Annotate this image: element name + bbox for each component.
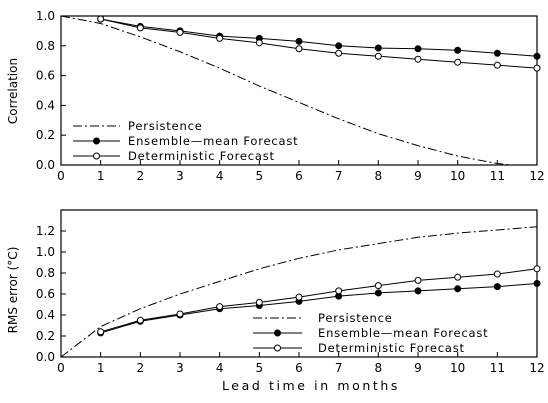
y-tick-label: 0.6 [36, 287, 55, 301]
y-tick-label: 0.2 [36, 329, 55, 343]
data-point-open [295, 45, 303, 53]
x-tick-label: 3 [176, 169, 184, 183]
x-tick-label: 2 [137, 361, 145, 375]
data-point-filled [414, 45, 422, 53]
legend-label: Persistence [128, 119, 203, 133]
legend-marker-open [93, 152, 100, 160]
data-point-open [97, 328, 105, 336]
x-tick-label: 6 [295, 169, 303, 183]
x-tick-label: 5 [256, 169, 264, 183]
data-point-filled [374, 44, 382, 52]
x-tick-label: 5 [256, 361, 264, 375]
series-line-3 [100, 268, 537, 333]
data-point-open [374, 52, 382, 60]
data-point-open [454, 273, 462, 281]
x-axis-label: Lead time in months [222, 378, 400, 393]
data-point-open [414, 55, 422, 63]
x-tick-label: 1 [97, 361, 105, 375]
x-tick-label: 12 [529, 361, 544, 375]
x-tick-label: 7 [335, 361, 343, 375]
data-point-open [255, 298, 263, 306]
y-tick-label: 0.2 [36, 128, 55, 142]
data-point-open [176, 28, 184, 36]
x-tick-label: 2 [137, 169, 145, 183]
legend-label: Deterministic Forecast [128, 149, 275, 163]
chart-panel-1: 0 1 2 3 4 5 6 7 8 9 10 11 120.00.20.40.60.81.0Correl… [6, 9, 545, 183]
x-tick-label: 9 [414, 169, 422, 183]
legend-marker-filled [274, 329, 281, 337]
y-tick-label: 0.0 [36, 350, 55, 364]
legend-marker-filled [93, 137, 100, 145]
data-point-filled [335, 42, 343, 50]
legend-label: Ensemble—mean Forecast [318, 326, 488, 340]
data-point-filled [493, 49, 501, 57]
data-point-open [374, 282, 382, 290]
legend-marker-open [274, 344, 281, 352]
x-tick-label: 12 [529, 169, 544, 183]
data-point-open [335, 49, 343, 57]
y-tick-label: 0.6 [36, 69, 55, 83]
y-tick-label: 1.2 [36, 224, 55, 238]
data-point-open [414, 276, 422, 284]
x-tick-label: 7 [335, 169, 343, 183]
y-axis-label: RMS error (°C) [6, 247, 20, 334]
series-line-2 [100, 283, 537, 334]
data-point-open [136, 24, 144, 32]
y-tick-label: 0.8 [36, 39, 55, 53]
y-tick-label: 1.0 [36, 9, 55, 23]
x-tick-label: 1 [97, 169, 105, 183]
data-point-open [255, 39, 263, 47]
y-tick-label: 1.0 [36, 245, 55, 259]
x-tick-label: 9 [414, 361, 422, 375]
data-point-open [454, 58, 462, 66]
x-tick-label: 6 [295, 361, 303, 375]
data-point-open [533, 64, 541, 72]
legend-label: Ensemble—mean Forecast [128, 134, 298, 148]
data-point-open [335, 287, 343, 295]
data-point-open [216, 303, 224, 311]
y-tick-label: 0.8 [36, 266, 55, 280]
legend-label: Persistence [318, 311, 393, 325]
x-tick-label: 4 [216, 169, 224, 183]
y-tick-label: 0.4 [36, 308, 55, 322]
y-tick-label: 0.0 [36, 158, 55, 172]
x-tick-label: 8 [375, 361, 383, 375]
x-tick-label: 8 [375, 169, 383, 183]
x-tick-label: 10 [450, 361, 465, 375]
data-point-filled [295, 37, 303, 45]
data-point-open [176, 310, 184, 318]
data-point-open [216, 34, 224, 42]
data-point-open [533, 265, 541, 273]
x-tick-label: 3 [176, 361, 184, 375]
chart-panel-2: 0 1 2 3 4 5 6 7 8 9 10 11 120.00.20.40.60.81.01.2RMS… [6, 209, 545, 393]
data-point-open [493, 270, 501, 278]
data-point-open [136, 316, 144, 324]
data-point-open [493, 61, 501, 69]
data-point-filled [414, 287, 422, 295]
data-point-filled [374, 289, 382, 297]
x-tick-label: 0 [57, 169, 65, 183]
x-tick-label: 11 [490, 361, 505, 375]
data-point-filled [454, 46, 462, 54]
data-point-filled [533, 280, 541, 287]
y-axis-label: Correlation [6, 58, 20, 124]
legend-label: Deterministic Forecast [318, 341, 465, 355]
x-tick-label: 11 [490, 169, 505, 183]
data-point-open [97, 15, 105, 23]
series-line-2 [100, 18, 537, 57]
x-tick-label: 4 [216, 361, 224, 375]
x-tick-label: 0 [57, 361, 65, 375]
y-tick-label: 0.4 [36, 98, 55, 112]
data-point-open [295, 293, 303, 301]
data-point-filled [493, 283, 501, 291]
data-point-filled [533, 52, 541, 60]
x-tick-label: 10 [450, 169, 465, 183]
series-line-1 [61, 16, 516, 165]
data-point-filled [454, 285, 462, 293]
series-line-1 [61, 226, 537, 357]
series-line-3 [100, 18, 537, 69]
